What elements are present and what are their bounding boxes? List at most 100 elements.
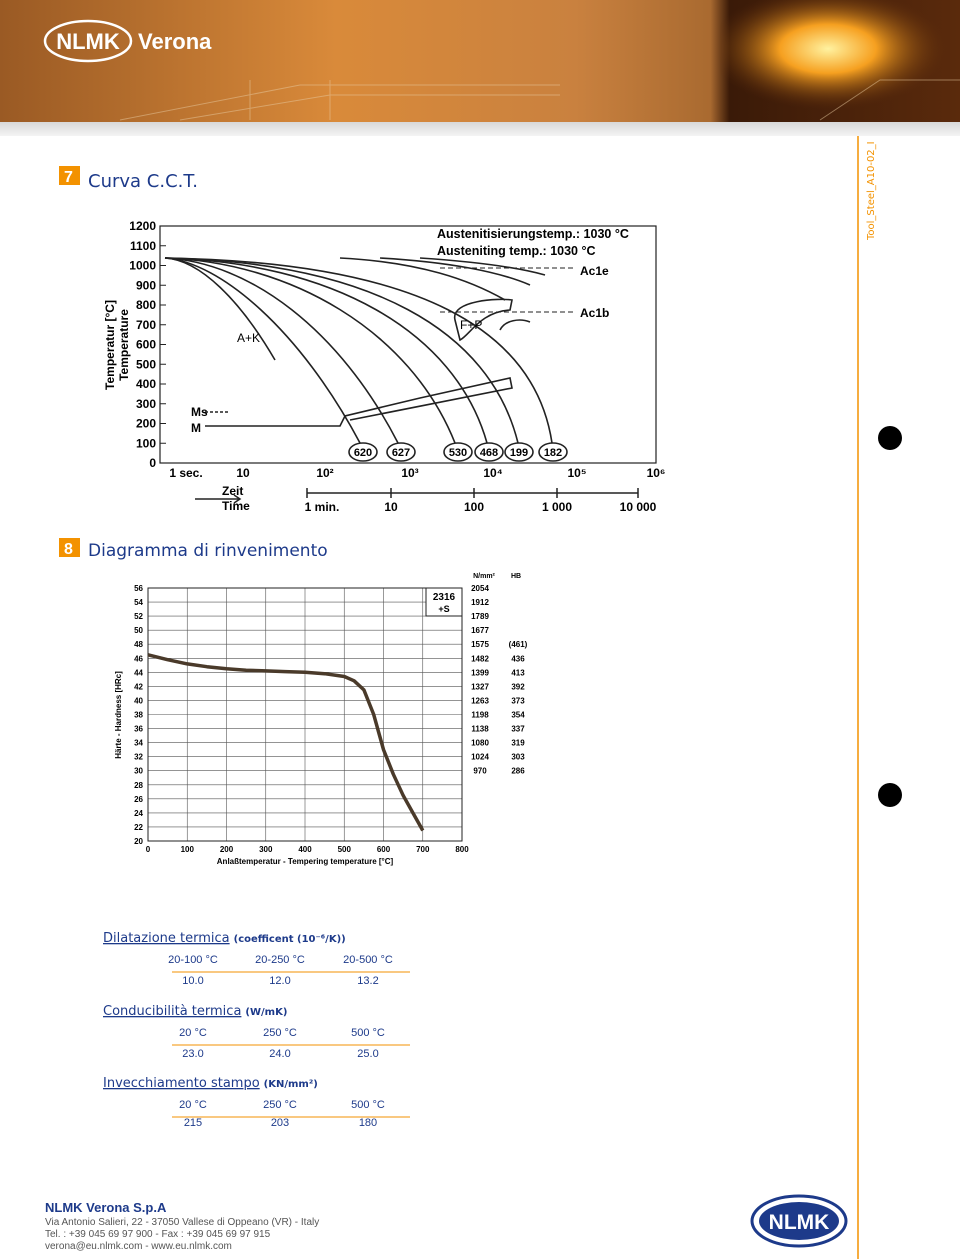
- strength-value: 1198: [471, 711, 489, 720]
- strength-value: 1138: [471, 725, 489, 734]
- time-arrow: [195, 494, 242, 504]
- y-tick-label: 400: [136, 377, 156, 391]
- footer-logo-inner: [759, 1202, 839, 1240]
- table-header: 20-250 °C: [255, 954, 305, 966]
- y-tick-label: 42: [134, 682, 143, 691]
- strength-value: 1912: [471, 598, 489, 607]
- table-value: 215: [184, 1117, 202, 1129]
- hardness-circle: [348, 442, 378, 462]
- table-header: 500 °C: [351, 1099, 385, 1111]
- logo-oval: [43, 19, 133, 63]
- table-header: 250 °C: [263, 1027, 297, 1039]
- y-tick-label: 20: [134, 837, 143, 846]
- axis-label: Time: [222, 499, 250, 513]
- y-axis-label: Temperature: [117, 309, 131, 381]
- hardness-label: 182: [544, 447, 562, 459]
- cct-diagram: 0 100 200 300 400 500 600 700 800 900 1000 1100 1200…: [103, 219, 665, 514]
- minute-label: 1 000: [542, 500, 572, 514]
- x-tick-label: 500: [338, 845, 352, 854]
- strength-value: 1080: [471, 739, 489, 748]
- header-band: [0, 122, 960, 136]
- x-tick-label: 300: [259, 845, 273, 854]
- hb-value: 413: [511, 668, 525, 677]
- x-tick-label: 1 sec.: [169, 466, 202, 480]
- x-tick-label: 700: [416, 845, 430, 854]
- hb-value: 303: [511, 753, 525, 762]
- y-tick-label: 900: [136, 278, 156, 292]
- column-header: HB: [511, 573, 521, 580]
- y-tick-label: 500: [136, 357, 156, 371]
- y-tick-label: 38: [134, 711, 143, 720]
- section-number: 8: [64, 541, 73, 558]
- x-tick-label: 10³: [401, 466, 418, 480]
- logo-text: NLMK: [56, 29, 120, 54]
- section-number: 7: [64, 169, 73, 186]
- y-tick-label: 44: [134, 668, 143, 677]
- hb-value: 337: [511, 725, 525, 734]
- table-value: 180: [359, 1117, 377, 1129]
- y-tick-label: 30: [134, 767, 143, 776]
- y-tick-label: 200: [136, 417, 156, 431]
- transformation-lines: [205, 267, 575, 427]
- section-badge: [59, 166, 80, 185]
- annotation: Ms: [191, 405, 208, 419]
- footer-address: Via Antonio Salieri, 22 - 37050 Vallese …: [45, 1217, 319, 1228]
- y-tick-label: 32: [134, 753, 143, 762]
- y-tick-label: 600: [136, 338, 156, 352]
- table-value: 24.0: [269, 1048, 290, 1060]
- y-tick-label: 50: [134, 626, 143, 635]
- x-tick-label: 400: [298, 845, 312, 854]
- y-tick-label: 52: [134, 612, 143, 621]
- hardness-circle: [386, 442, 416, 462]
- hardness-label: 620: [354, 447, 372, 459]
- table-value: 203: [271, 1117, 289, 1129]
- hb-value: 286: [511, 767, 525, 776]
- x-tick-label: 600: [377, 845, 391, 854]
- strength-value: 1399: [471, 668, 489, 677]
- y-tick-label: 1100: [130, 239, 156, 253]
- annotation: Austeniting temp.: 1030 °C: [437, 244, 596, 258]
- footer-company: NLMK Verona S.p.A: [45, 1200, 167, 1215]
- property-name: Invecchiamento stampo: [103, 1076, 260, 1091]
- table-value: 23.0: [182, 1048, 203, 1060]
- property-unit: (W/mK): [245, 1007, 287, 1018]
- y-tick-label: 40: [134, 696, 143, 705]
- table-value: 12.0: [269, 975, 290, 987]
- x-tick-label: 800: [455, 845, 469, 854]
- y-tick-label: 1200: [129, 219, 156, 233]
- annotation: Ac1e: [580, 264, 609, 278]
- section-title: Diagramma di rinvenimento: [88, 541, 328, 561]
- strength-value: 2054: [471, 584, 489, 593]
- punch-hole: [878, 783, 902, 807]
- strength-value: 1789: [471, 612, 489, 621]
- property-name: Conducibilità termica: [103, 1004, 241, 1019]
- annotation: F+P: [460, 318, 482, 332]
- table-header: 250 °C: [263, 1099, 297, 1111]
- grade: 2316: [433, 592, 456, 603]
- condition: +S: [438, 604, 449, 614]
- x-tick-label: 10⁵: [568, 466, 587, 480]
- hardness-label: 199: [510, 447, 528, 459]
- axis-label: Zeit: [222, 484, 243, 498]
- x-tick-label: 200: [220, 845, 234, 854]
- table-value: 13.2: [357, 975, 378, 987]
- hardness-label: 468: [480, 447, 498, 459]
- y-tick-label: 0: [149, 456, 156, 470]
- y-tick-label: 700: [136, 318, 156, 332]
- y-tick-label: 26: [134, 795, 143, 804]
- header-structure: [119, 79, 960, 121]
- annotation: Austenitisierungstemp.: 1030 °C: [437, 227, 629, 241]
- table-header: 20 °C: [179, 1027, 207, 1039]
- hardness-circle: [443, 442, 473, 462]
- properties-tables: Dilatazione termica (coefficent (10⁻⁶/K))…: [103, 931, 410, 1129]
- minute-label: 1 min.: [305, 500, 340, 514]
- footer-logo-text: NLMK: [769, 1211, 830, 1234]
- strength-value: 1024: [471, 753, 489, 762]
- y-tick-label: 56: [134, 584, 143, 593]
- table-header: 20-100 °C: [168, 954, 218, 966]
- furnace-glow: [720, 0, 960, 122]
- y-tick-label: 24: [134, 809, 143, 818]
- y-tick-label: 48: [134, 640, 143, 649]
- minute-label: 10: [384, 500, 398, 514]
